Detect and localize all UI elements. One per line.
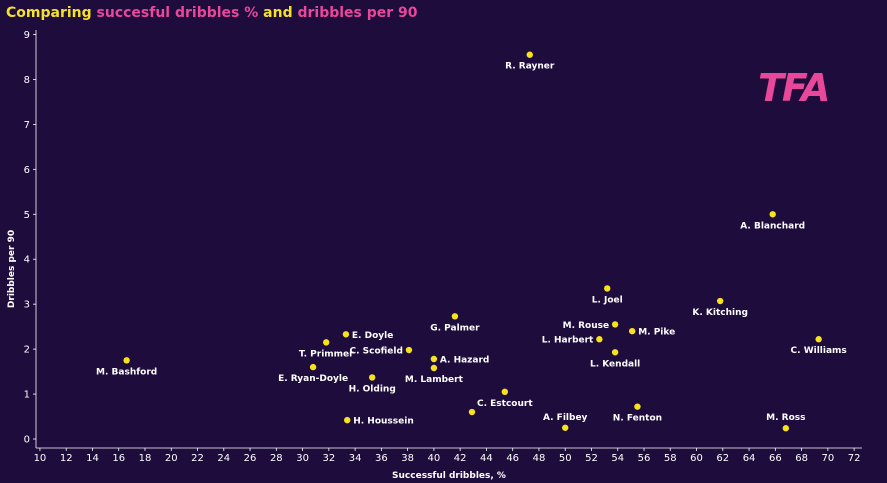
title-part-successful-dribbles: succesful dribbles % [96,5,259,21]
data-point [344,416,351,424]
point-label: A. Hazard [440,356,489,366]
title-part-and: and [258,5,298,21]
x-tick-label: 14 [86,453,99,464]
data-point [430,364,438,372]
data-point [604,285,611,292]
point-label: C. Williams [791,346,847,356]
point-label: K. Kitching [692,308,748,318]
point-label: G. Palmer [430,323,480,333]
x-tick-label: 28 [270,453,283,464]
x-tick-label: 12 [60,453,73,464]
point-label: C. Scofield [349,347,402,357]
x-tick-label: 44 [480,453,493,464]
data-point [309,363,317,371]
chart-title: Comparing succesful dribbles % and dribb… [6,5,418,21]
data-point [323,339,330,346]
point-label: A. Blanchard [740,221,805,231]
point-label: M. Ross [766,413,805,423]
data-point [815,336,822,343]
data-point [501,388,509,396]
x-tick-label: 38 [401,453,414,464]
x-tick-label: 48 [533,453,546,464]
y-tick-label: 9 [24,30,30,41]
data-point [611,321,619,328]
y-tick-label: 5 [24,210,30,221]
data-point [526,51,533,58]
data-point [782,425,790,432]
x-tick-label: 46 [506,453,519,464]
point-label: M. Bashford [96,367,157,377]
data-point [628,327,636,335]
point-label: L. Joel [592,295,623,305]
x-tick-label: 62 [716,453,729,464]
point-label: C. Estcourt [477,399,533,409]
point-label: H. Olding [349,384,396,394]
data-point [716,297,724,305]
x-tick-label: 32 [322,453,335,464]
point-label: L. Harbert [542,336,594,346]
point-label: N. Fenton [613,414,662,424]
data-point [430,355,438,363]
x-tick-label: 52 [585,453,598,464]
x-tick-label: 24 [217,453,230,464]
x-tick-label: 72 [848,453,861,464]
point-label: T. Primmer [299,349,354,359]
data-point [596,336,603,343]
x-tick-label: 70 [821,453,834,464]
x-tick-label: 26 [244,453,257,464]
point-label: L. Kendall [590,359,640,369]
x-tick-label: 50 [559,453,572,464]
data-point [342,331,350,338]
title-part-dribbles-per-90: dribbles per 90 [297,5,418,21]
data-point [468,408,476,416]
x-tick-label: 54 [611,453,624,464]
point-label: A. Filbey [543,413,588,423]
y-tick-label: 2 [24,345,30,356]
x-tick-label: 22 [191,453,204,464]
x-tick-label: 68 [795,453,808,464]
x-tick-label: 18 [139,453,152,464]
x-tick-label: 10 [34,453,47,464]
data-point [611,349,619,356]
x-tick-label: 64 [743,453,756,464]
x-axis-label: Successful dribbles, % [392,471,506,481]
data-point [634,403,641,410]
y-tick-label: 4 [24,255,30,266]
x-tick-label: 58 [664,453,677,464]
x-tick-label: 16 [112,453,125,464]
point-label: M. Pike [638,328,675,338]
x-tick-label: 36 [375,453,388,464]
x-tick-label: 20 [165,453,178,464]
point-label: E. Doyle [352,331,393,341]
point-label: M. Rouse [563,321,610,331]
y-tick-label: 7 [24,120,30,131]
title-part-comparing: Comparing [6,5,97,21]
y-tick-label: 3 [24,300,30,311]
x-tick-label: 34 [349,453,362,464]
y-tick-label: 6 [24,165,30,176]
data-point [451,313,459,320]
y-tick-label: 8 [24,75,30,86]
y-tick-label: 0 [24,435,30,446]
data-point [368,374,376,381]
x-tick-label: 42 [454,453,467,464]
x-tick-label: 66 [769,453,782,464]
data-point [123,357,130,364]
y-tick-label: 1 [24,390,30,401]
data-point [405,346,413,354]
data-point [562,424,569,431]
data-point [769,211,776,218]
point-label: R. Rayner [505,62,555,72]
point-label: M. Lambert [405,375,464,385]
point-label: E. Ryan-Doyle [278,374,348,384]
tfa-logo: TFA [758,66,830,110]
y-axis-label: Dribbles per 90 [7,230,17,308]
x-tick-label: 56 [638,453,651,464]
point-label: H. Houssein [353,417,414,427]
x-tick-label: 40 [428,453,441,464]
x-tick-label: 60 [690,453,703,464]
x-tick-label: 30 [296,453,309,464]
